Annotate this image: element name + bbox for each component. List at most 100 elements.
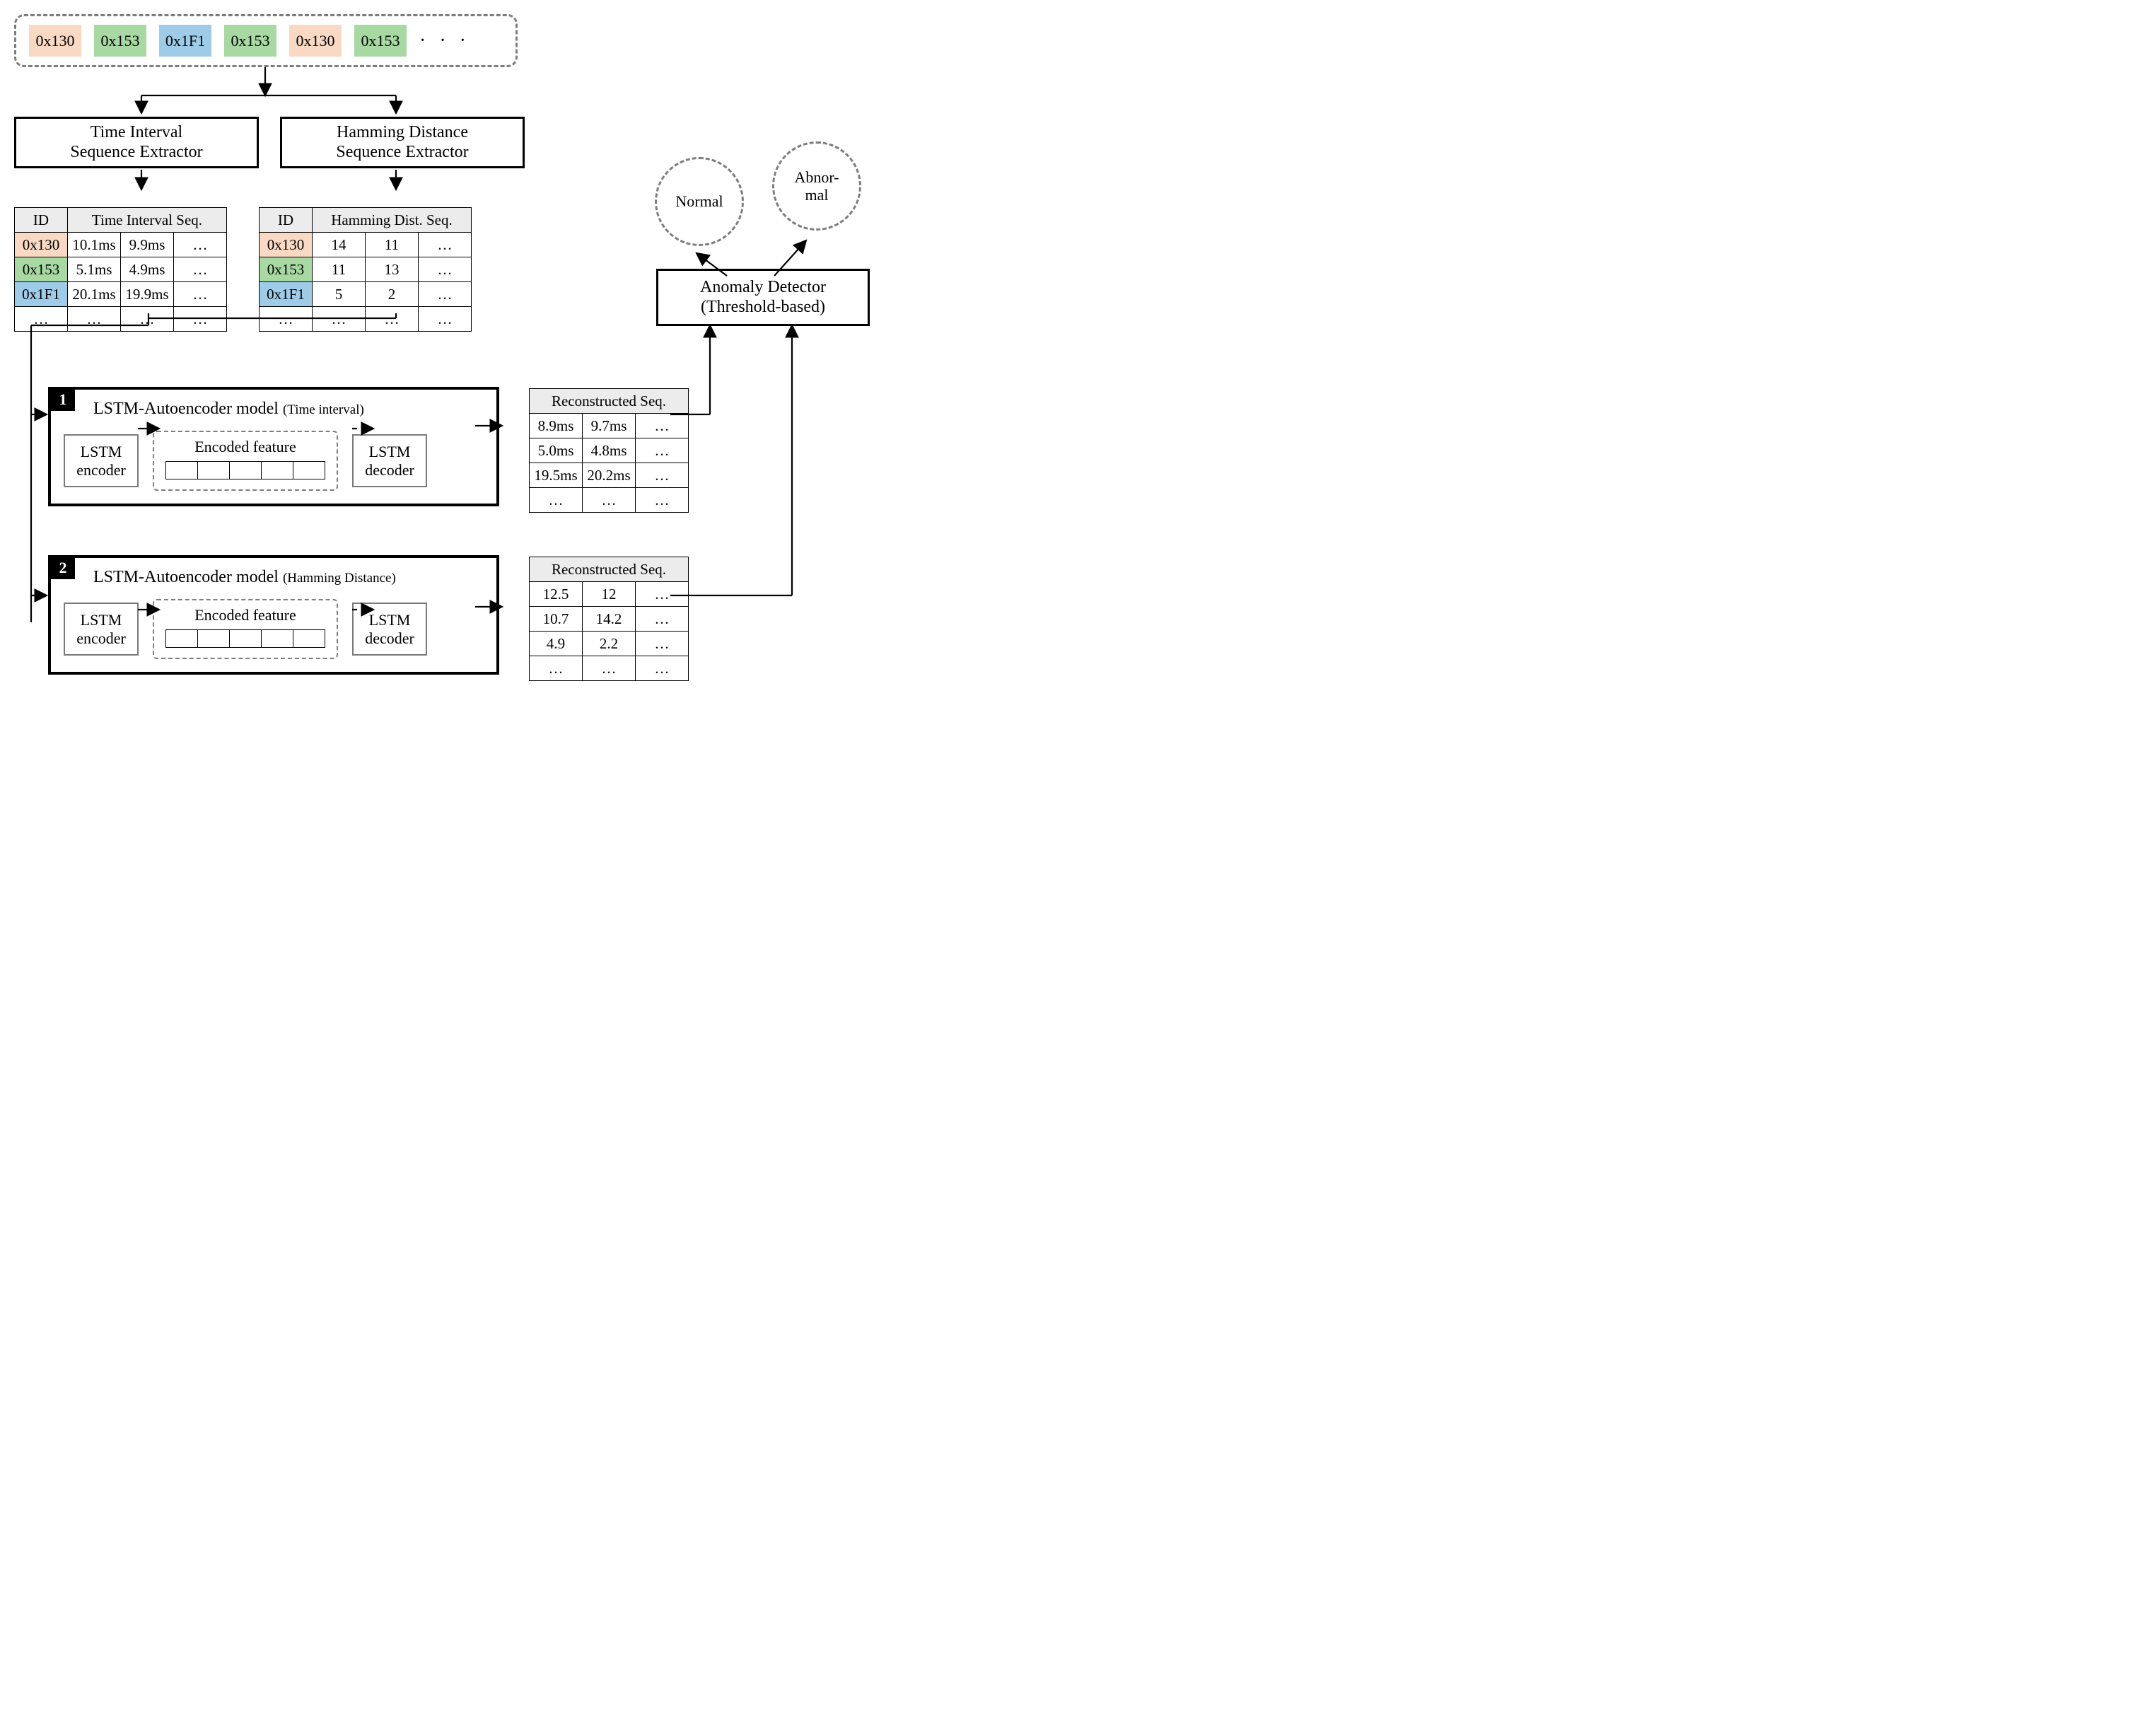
lstm-encoder-2: LSTMencoder [64, 603, 139, 656]
cell: … [313, 307, 366, 332]
lstm-encoder-1: LSTMencoder [64, 434, 139, 487]
ext-ham-l2: Sequence Extractor [336, 143, 468, 161]
cell: 12.5 [530, 582, 583, 607]
seq-token: 0x153 [354, 25, 407, 57]
table-row: 5.0ms4.8ms… [530, 438, 689, 463]
cell-id: 0x130 [15, 233, 68, 257]
cell: 4.9ms [121, 257, 174, 282]
extractors-row: Time Interval Sequence Extractor Hamming… [14, 117, 877, 168]
ae1-number: 1 [51, 387, 75, 411]
cell: 12 [583, 582, 636, 607]
cell: 5.1ms [68, 257, 121, 282]
table-row: ………… [260, 307, 472, 332]
cell: … [419, 307, 472, 332]
cell: … [419, 282, 472, 307]
ae2-title: LSTM-Autoencoder model (Hamming Distance… [93, 568, 484, 588]
ae2-number: 2 [51, 555, 75, 579]
table-row: 19.5ms20.2ms… [530, 463, 689, 488]
ext-time-l1: Time Interval [91, 123, 182, 141]
cell-id: 0x153 [260, 257, 313, 282]
cell: 9.9ms [121, 233, 174, 257]
ext-ham-l1: Hamming Distance [337, 123, 468, 141]
th-id: ID [15, 208, 68, 233]
cell: … [530, 488, 583, 513]
cell: 4.8ms [583, 438, 636, 463]
cell: 2.2 [583, 632, 636, 656]
cell-id: … [260, 307, 313, 332]
th-seq: Time Interval Seq. [68, 208, 227, 233]
ae1-feat-label: Encoded feature [194, 438, 296, 455]
seq-token: 0x130 [29, 25, 81, 57]
cell: … [636, 607, 689, 632]
table-row: 0x1531113… [260, 257, 472, 282]
table-row: 0x13010.1ms9.9ms… [15, 233, 227, 257]
ae2-feat-label: Encoded feature [194, 606, 296, 624]
ae-block-hamming: 2 LSTM-Autoencoder model (Hamming Distan… [48, 555, 499, 675]
recon1-header: Reconstructed Seq. [530, 389, 689, 414]
lstm-decoder-1: LSTMdecoder [352, 434, 427, 487]
cell: … [174, 233, 227, 257]
reconstructed-table-time: Reconstructed Seq. 8.9ms9.7ms…5.0ms4.8ms… [529, 388, 689, 513]
cell: … [636, 488, 689, 513]
cell-id: 0x153 [15, 257, 68, 282]
outcome-normal-label: Normal [675, 192, 723, 210]
cell: … [636, 656, 689, 681]
cell: … [174, 282, 227, 307]
cell-id: 0x130 [260, 233, 313, 257]
anomaly-detector: Anomaly Detector (Threshold-based) [656, 269, 870, 326]
cell: … [174, 307, 227, 332]
cell: 10.1ms [68, 233, 121, 257]
input-sequence-box: 0x1300x1530x1F10x1530x1300x153· · · [14, 14, 518, 67]
cell: 20.2ms [583, 463, 636, 488]
detector-l2: (Threshold-based) [701, 298, 825, 316]
cell: … [366, 307, 419, 332]
cell-id: … [15, 307, 68, 332]
table-row: 8.9ms9.7ms… [530, 414, 689, 438]
cell: 8.9ms [530, 414, 583, 438]
table-row: 10.714.2… [530, 607, 689, 632]
seq-token: 0x153 [224, 25, 276, 57]
cell: 19.9ms [121, 282, 174, 307]
table-row: 0x1535.1ms4.9ms… [15, 257, 227, 282]
ae1-title: LSTM-Autoencoder model (Time interval) [93, 400, 484, 419]
seq-token: 0x1F1 [159, 25, 211, 57]
cell: 4.9 [530, 632, 583, 656]
table-row: 0x1F152… [260, 282, 472, 307]
cell: 5.0ms [530, 438, 583, 463]
cell: 14 [313, 233, 366, 257]
cell: … [419, 233, 472, 257]
cell: 13 [366, 257, 419, 282]
cell: 2 [366, 282, 419, 307]
cell-id: 0x1F1 [15, 282, 68, 307]
outcome-normal: Normal [655, 157, 744, 246]
cell: … [583, 488, 636, 513]
cell: … [583, 656, 636, 681]
detector-l1: Anomaly Detector [700, 278, 826, 296]
cell: 19.5ms [530, 463, 583, 488]
cell: … [419, 257, 472, 282]
cell: … [636, 414, 689, 438]
seq-token: 0x130 [289, 25, 342, 57]
cell: 20.1ms [68, 282, 121, 307]
ae1-title-main: LSTM-Autoencoder model [93, 400, 279, 418]
table-row: ………… [15, 307, 227, 332]
ae1-title-sub: (Time interval) [283, 402, 364, 417]
cell: 14.2 [583, 607, 636, 632]
hamming-distance-extractor: Hamming Distance Sequence Extractor [280, 117, 525, 168]
cell: 10.7 [530, 607, 583, 632]
cell: … [68, 307, 121, 332]
recon2-header: Reconstructed Seq. [530, 557, 689, 582]
ext-time-l2: Sequence Extractor [70, 143, 202, 161]
table-row: ……… [530, 488, 689, 513]
cell: … [636, 582, 689, 607]
cell: … [530, 656, 583, 681]
table-row: 0x1F120.1ms19.9ms… [15, 282, 227, 307]
cell: … [121, 307, 174, 332]
reconstructed-table-hamming: Reconstructed Seq. 12.512…10.714.2…4.92.… [529, 557, 689, 681]
outcome-abnormal: Abnor- mal [772, 141, 861, 231]
time-interval-extractor: Time Interval Sequence Extractor [14, 117, 259, 168]
ae2-title-main: LSTM-Autoencoder model [93, 568, 279, 586]
cell-id: 0x1F1 [260, 282, 313, 307]
seq-ellipsis: · · · [419, 30, 470, 52]
feature-cells-1 [165, 461, 325, 479]
